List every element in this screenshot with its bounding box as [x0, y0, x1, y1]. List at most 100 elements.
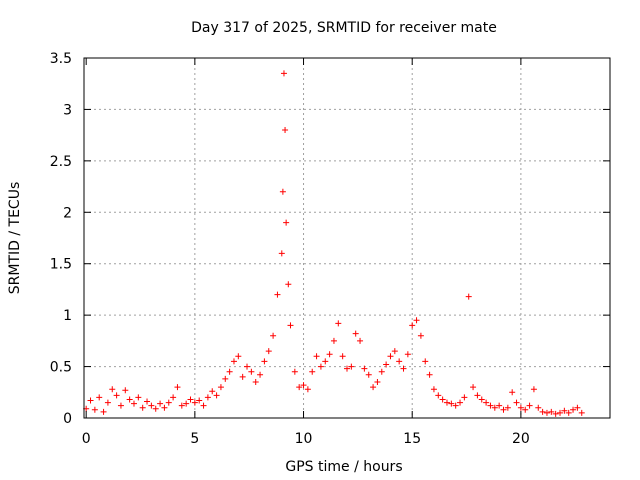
data-point [282, 127, 289, 133]
data-point [470, 384, 477, 391]
y-tick-label: 0.5 [50, 360, 72, 376]
data-point [357, 337, 364, 344]
data-point [217, 384, 224, 391]
data-point [435, 392, 442, 399]
data-point [344, 365, 350, 372]
data-point [400, 365, 407, 372]
data-point [239, 373, 246, 380]
data-point [513, 399, 520, 406]
data-point [565, 409, 572, 416]
data-point [552, 410, 559, 417]
data-point [426, 371, 433, 378]
data-point [104, 399, 111, 406]
data-point [161, 404, 168, 411]
data-point [196, 397, 203, 404]
data-point [139, 404, 146, 411]
data-point [285, 281, 292, 288]
data-point [574, 404, 581, 411]
data-point [274, 291, 281, 298]
data-point [209, 388, 216, 395]
data-point [309, 368, 316, 375]
data-point [322, 358, 329, 365]
data-point [443, 399, 450, 406]
x-tick-label: 10 [295, 431, 313, 447]
data-point [122, 387, 129, 394]
data-point [261, 358, 268, 365]
data-point [178, 402, 185, 409]
data-point [439, 396, 446, 403]
y-tick-label: 1.5 [50, 257, 72, 273]
data-point [170, 394, 177, 401]
data-point [391, 348, 398, 355]
data-point [222, 375, 229, 382]
data-point [530, 386, 537, 393]
data-point [317, 363, 324, 370]
data-point [548, 408, 555, 415]
data-points [83, 70, 585, 417]
y-axis-label: SRMTID / TECUs [7, 182, 23, 295]
data-point [504, 404, 511, 411]
data-point [270, 332, 277, 339]
data-point [213, 392, 220, 399]
data-point [348, 363, 355, 370]
gridlines [84, 58, 610, 418]
x-tick-label: 0 [82, 431, 91, 447]
y-tick-label: 0 [63, 411, 72, 427]
data-point [148, 402, 155, 409]
x-tick-label: 5 [190, 431, 199, 447]
data-point [478, 396, 485, 403]
data-point [396, 358, 403, 365]
data-point [465, 293, 472, 300]
data-point [91, 406, 98, 413]
data-point [200, 402, 207, 409]
data-point [279, 188, 286, 195]
data-point [280, 70, 287, 77]
data-point [265, 348, 272, 355]
data-point [561, 407, 568, 414]
data-point [557, 409, 564, 416]
data-point [157, 400, 164, 407]
data-point [257, 371, 264, 378]
data-point [330, 337, 337, 344]
data-point [109, 386, 116, 393]
data-point [126, 396, 133, 403]
y-tick-label: 3 [63, 102, 72, 118]
data-point [496, 402, 503, 409]
data-point [570, 406, 577, 413]
data-point [230, 358, 237, 365]
data-point [543, 409, 550, 416]
data-point [339, 353, 346, 360]
data-point [430, 386, 437, 393]
data-point [578, 409, 585, 416]
data-point [365, 371, 372, 378]
data-point [226, 368, 233, 375]
data-point [183, 400, 190, 407]
data-point [113, 392, 120, 399]
data-point [244, 363, 251, 370]
data-point [535, 404, 542, 411]
data-point [152, 405, 159, 412]
data-point [135, 394, 142, 401]
x-axis-label: GPS time / hours [285, 459, 402, 475]
data-point [165, 399, 172, 406]
data-point [144, 398, 151, 405]
data-point [361, 365, 368, 372]
data-point [252, 379, 259, 385]
data-point [500, 406, 507, 413]
y-tick-label: 3.5 [50, 51, 72, 67]
data-point [461, 394, 468, 401]
data-point [487, 402, 494, 409]
y-tick-label: 2.5 [50, 154, 72, 170]
data-point [404, 351, 411, 358]
x-tick-label: 15 [403, 431, 421, 447]
data-point [509, 389, 516, 396]
data-point [287, 322, 294, 329]
data-point [378, 368, 385, 375]
data-point [491, 404, 498, 411]
data-point [422, 358, 429, 365]
data-point [370, 384, 377, 391]
data-point [352, 330, 359, 337]
data-point [335, 320, 342, 327]
data-point [539, 408, 546, 415]
